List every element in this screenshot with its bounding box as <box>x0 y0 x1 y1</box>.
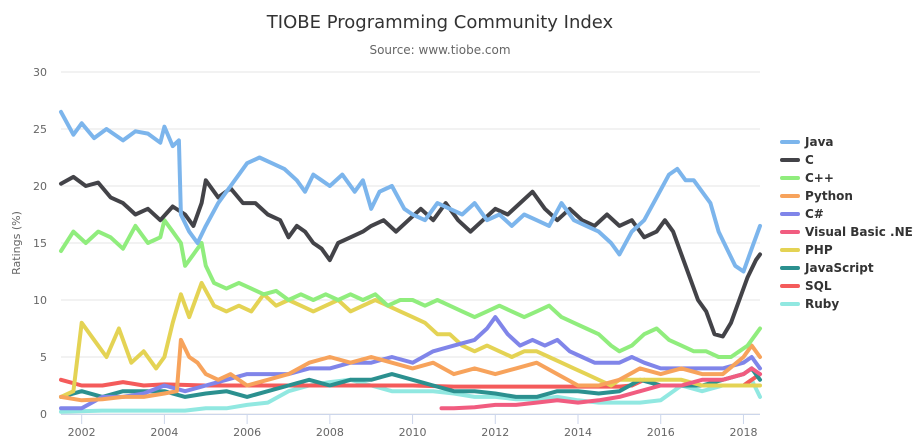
legend: Java C C++ Python C# Visual Basic .NET PHP Java… <box>780 135 913 311</box>
legend-item-c[interactable]: C <box>780 153 814 167</box>
chart-title: TIOBE Programming Community Index <box>266 12 614 33</box>
tick-layer: 0 5 10 15 20 25 30 2002 2004 2006 2008 2010 2012 2014… <box>33 66 760 439</box>
legend-item-c[interactable]: C# <box>780 207 824 221</box>
legend-label: PHP <box>805 243 833 257</box>
legend-item-visual-basic-net[interactable]: Visual Basic .NET <box>780 225 913 239</box>
x-tick-label: 2006 <box>233 426 261 439</box>
legend-label: C <box>805 153 814 167</box>
x-tick-label: 2018 <box>729 426 757 439</box>
series-line-c[interactable] <box>59 218 762 359</box>
legend-label: C++ <box>805 171 834 185</box>
x-tick-label: 2002 <box>68 426 96 439</box>
y-axis-label: Ratings (%) <box>10 211 23 275</box>
x-tick-label: 2012 <box>481 426 509 439</box>
series-line-c[interactable] <box>59 315 762 411</box>
y-tick-label: 20 <box>33 180 47 193</box>
y-tick-label: 10 <box>33 294 47 307</box>
x-tick-label: 2010 <box>399 426 427 439</box>
x-tick-label: 2004 <box>150 426 178 439</box>
y-tick-label: 5 <box>40 351 47 364</box>
legend-label: C# <box>805 207 824 221</box>
series-line-visual-basic-net[interactable] <box>439 366 762 411</box>
y-tick-label: 30 <box>33 66 47 79</box>
chart-subtitle: Source: www.tiobe.com <box>369 43 510 57</box>
legend-label: Visual Basic .NET <box>805 225 913 239</box>
series-line-python[interactable] <box>59 337 762 403</box>
series-layer <box>59 109 762 414</box>
legend-item-c[interactable]: C++ <box>780 171 834 185</box>
x-tick-label: 2016 <box>647 426 675 439</box>
legend-label: SQL <box>805 279 832 293</box>
legend-item-ruby[interactable]: Ruby <box>780 297 839 311</box>
y-tick-label: 15 <box>33 237 47 250</box>
legend-label: Java <box>804 135 833 149</box>
series-line-ruby[interactable] <box>59 377 762 414</box>
x-tick-label: 2008 <box>316 426 344 439</box>
series-line-php[interactable] <box>59 280 762 399</box>
legend-label: JavaScript <box>804 261 874 275</box>
legend-item-python[interactable]: Python <box>780 189 853 203</box>
legend-item-php[interactable]: PHP <box>780 243 833 257</box>
series-line-java[interactable] <box>59 109 762 274</box>
legend-label: Ruby <box>805 297 839 311</box>
legend-item-javascript[interactable]: JavaScript <box>780 261 874 275</box>
legend-item-sql[interactable]: SQL <box>780 279 832 293</box>
legend-item-java[interactable]: Java <box>780 135 833 149</box>
legend-label: Python <box>805 189 853 203</box>
y-tick-label: 0 <box>40 408 47 421</box>
y-tick-label: 25 <box>33 123 47 136</box>
x-tick-label: 2014 <box>564 426 592 439</box>
